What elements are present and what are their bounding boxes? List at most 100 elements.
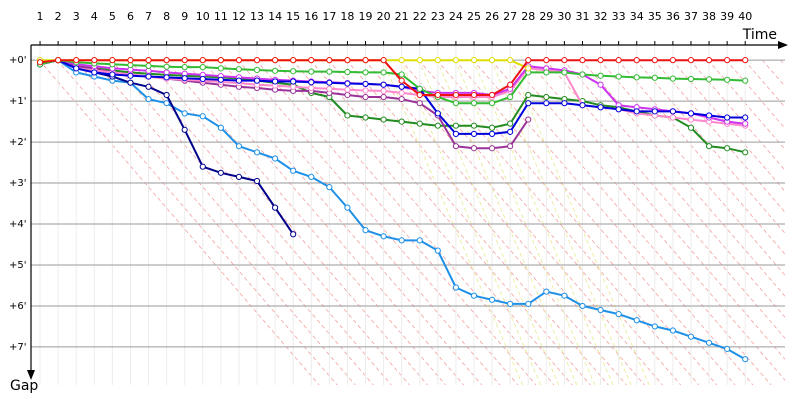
point — [163, 100, 170, 107]
point — [543, 57, 550, 64]
point — [380, 69, 387, 76]
point — [398, 237, 405, 244]
x-tick-label: 21 — [395, 10, 409, 23]
point — [362, 227, 369, 234]
point — [615, 73, 622, 80]
point — [344, 204, 351, 211]
point — [416, 100, 423, 107]
x-tick-label: 40 — [738, 10, 752, 23]
lap-guide — [454, 59, 736, 385]
point — [127, 79, 134, 86]
x-tick-label: 30 — [557, 10, 571, 23]
point — [543, 93, 550, 101]
point — [272, 204, 279, 211]
x-tick-label: 35 — [648, 10, 662, 23]
x-tick-label: 25 — [467, 10, 481, 23]
point — [272, 78, 279, 85]
y-tick-label: +5' — [9, 260, 27, 271]
point — [561, 57, 568, 64]
point — [615, 311, 622, 318]
point — [669, 75, 676, 82]
point — [507, 300, 514, 307]
point — [272, 155, 279, 162]
point — [669, 327, 676, 334]
point — [452, 100, 460, 107]
point — [669, 57, 676, 64]
x-tick-label: 33 — [612, 10, 626, 23]
point — [91, 69, 98, 76]
lap-guide-yellow — [418, 59, 560, 385]
point — [525, 300, 532, 307]
point — [380, 87, 387, 94]
lap-guide — [165, 59, 446, 385]
point — [488, 100, 496, 107]
point — [687, 124, 695, 131]
point — [398, 71, 405, 78]
point — [181, 64, 188, 71]
point — [705, 76, 713, 83]
point — [73, 65, 80, 72]
x-tick-label: 24 — [449, 10, 463, 23]
x-tick-label: 28 — [521, 10, 535, 23]
point — [434, 122, 441, 129]
lap-guide — [129, 59, 410, 385]
lap-guide — [38, 59, 320, 385]
point — [290, 68, 297, 75]
point — [724, 345, 731, 353]
point — [308, 79, 315, 86]
point — [687, 57, 695, 64]
point — [543, 100, 550, 107]
x-tick-label: 2 — [55, 10, 62, 23]
point — [181, 75, 188, 82]
lap-guide — [400, 59, 681, 385]
x-tick-label: 16 — [304, 10, 318, 23]
point — [724, 114, 731, 121]
point — [452, 57, 460, 64]
point — [452, 130, 460, 137]
point — [127, 72, 134, 79]
point — [109, 71, 116, 78]
point — [308, 173, 315, 181]
point — [452, 143, 460, 150]
point — [561, 292, 568, 299]
point — [633, 317, 640, 324]
point — [651, 57, 658, 64]
point — [290, 78, 297, 85]
point — [597, 306, 604, 314]
lap-guide — [526, 59, 785, 360]
x-tick-label: 34 — [630, 10, 644, 23]
lap-guide — [309, 59, 591, 385]
point — [398, 118, 405, 125]
lap-guide — [291, 59, 573, 385]
point — [434, 57, 441, 64]
point — [326, 85, 333, 92]
point — [235, 57, 243, 64]
point — [470, 130, 478, 137]
lap-guides — [38, 59, 785, 385]
series — [36, 57, 749, 363]
point — [398, 95, 405, 103]
point — [290, 83, 297, 90]
x-tick-label: 3 — [73, 10, 80, 23]
point — [290, 57, 297, 64]
point — [380, 81, 387, 88]
lap-guide — [74, 59, 356, 385]
point — [651, 74, 658, 81]
point — [724, 145, 731, 152]
point — [398, 77, 405, 84]
point — [380, 116, 387, 123]
point — [253, 77, 261, 84]
point — [380, 57, 387, 64]
point — [253, 57, 261, 64]
y-arrow — [27, 370, 35, 380]
axes: Time Gap — [10, 27, 788, 394]
point — [488, 296, 496, 303]
x-tick-label: 5 — [109, 10, 116, 23]
x-tick-label: 19 — [359, 10, 373, 23]
y-tick-label: +7' — [9, 342, 27, 353]
point — [416, 57, 423, 64]
lap-guide — [599, 59, 785, 276]
point — [344, 86, 351, 93]
point — [525, 57, 532, 64]
point — [36, 59, 44, 66]
